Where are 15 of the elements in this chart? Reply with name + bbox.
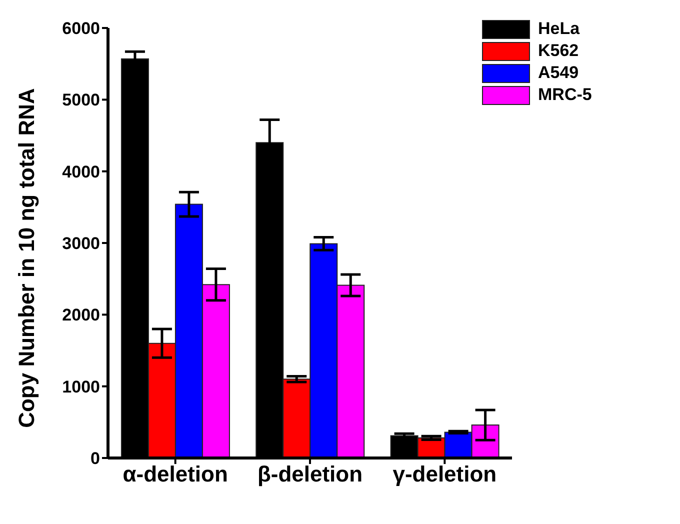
y-tick-label: 3000 (62, 234, 100, 254)
legend-label: HeLa (538, 19, 580, 39)
legend-label: MRC-5 (538, 85, 592, 105)
legend-label: K562 (538, 41, 579, 61)
y-axis-title: Copy Number in 10 ng total RNA (14, 88, 39, 428)
y-tick-label: 4000 (62, 162, 100, 182)
x-tick-label: β-deletion (257, 462, 363, 487)
y-tick-label: 1000 (62, 377, 100, 396)
x-tick-label: α-deletion (122, 462, 228, 487)
y-tick-label: 2000 (62, 306, 100, 325)
y-tick-label: 0 (90, 449, 100, 468)
legend-label: A549 (538, 63, 579, 83)
y-tick-label: 6000 (62, 19, 100, 38)
x-tick-label: γ-deletion (392, 462, 497, 487)
y-tick-label: 5000 (62, 90, 100, 110)
